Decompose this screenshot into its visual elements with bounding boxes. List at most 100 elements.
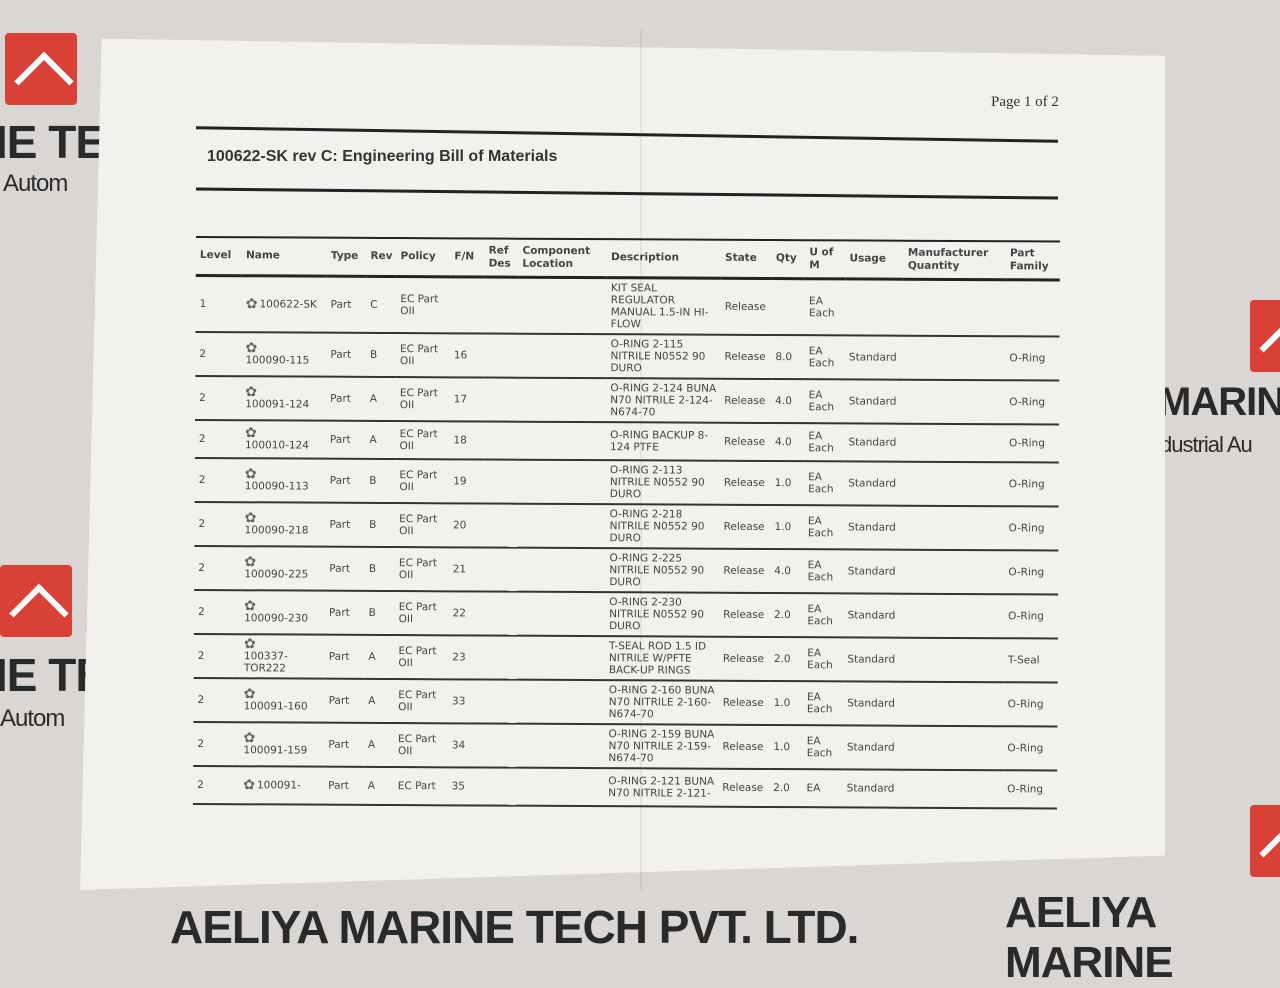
cell-policy: EC Part OII <box>395 502 450 547</box>
background-brand-text: AELIYA MARINE <box>1005 888 1174 987</box>
cell-rev: A <box>363 722 395 767</box>
cell-family: O-Ring <box>1003 681 1058 727</box>
background-partial-brand: MARINE <box>1158 380 1280 424</box>
cell-mfq <box>901 725 1004 770</box>
cell-rev: A <box>364 634 395 679</box>
brand-logo <box>1250 300 1280 372</box>
cell-loc <box>517 421 607 460</box>
cell-policy: EC Part OII <box>393 722 448 767</box>
cell-state: Release <box>719 548 771 593</box>
cell-level: 2 <box>194 545 241 590</box>
cell-type: Part <box>325 502 366 547</box>
cell-mfq <box>902 423 1006 462</box>
cell-qty: 4.0 <box>770 422 805 461</box>
column-header: Part Family <box>1005 241 1060 280</box>
cell-rev: B <box>365 458 396 503</box>
cell-state: Release <box>718 680 770 725</box>
cell-refdes <box>481 723 517 768</box>
table-row: 2 ✿100090-115 Part B EC Part OII 16 O-RING 2-1… <box>195 331 1060 381</box>
cell-state: Release <box>718 636 770 681</box>
cell-qty: 1.0 <box>770 460 805 505</box>
cell-rev: B <box>365 332 397 377</box>
cell-family: O-Ring <box>1005 335 1060 381</box>
cell-desc: O-RING 2-124 BUNA N70 NITRILE 2-124-N674… <box>606 377 721 423</box>
cell-qty: 2.0 <box>769 768 803 807</box>
cell-loc <box>517 333 607 378</box>
cell-uom: EA Each <box>803 504 845 549</box>
cell-refdes <box>484 276 519 334</box>
cell-state: Release <box>720 277 772 335</box>
cell-usage: Standard <box>843 548 903 594</box>
cell-desc: O-RING 2-159 BUNA N70 NITRILE 2-159-N674… <box>604 723 719 769</box>
cell-mfq <box>902 461 1005 506</box>
cell-type: Part <box>325 458 366 503</box>
cell-loc <box>517 377 607 422</box>
cell-name: ✿100010-124 <box>240 419 327 459</box>
background-partial-brand: Autom <box>0 705 65 732</box>
cell-policy: EC Part OII <box>395 376 450 421</box>
cell-qty: 1.0 <box>769 680 804 725</box>
cell-refdes <box>483 377 518 422</box>
cell-uom: EA Each <box>802 680 844 725</box>
cell-qty: 4.0 <box>771 378 805 423</box>
cell-qty: 8.0 <box>771 334 805 379</box>
cell-type: Part <box>324 766 364 805</box>
page-number: Page 1 of 2 <box>991 94 1059 110</box>
cell-desc: KIT SEAL REGULATOR MANUAL 1.5-IN HI-FLOW <box>606 277 721 335</box>
cell-loc <box>516 547 606 592</box>
cell-level: 2 <box>194 419 242 458</box>
cell-type: Part <box>326 376 366 421</box>
cell-level: 2 <box>193 721 240 766</box>
table-row: 1 ✿ 100622-SK Part C EC Part OII KIT SEAL REGU… <box>195 274 1060 337</box>
cell-name: ✿100091-124 <box>241 375 327 421</box>
background-partial-brand: IE TE <box>0 116 106 168</box>
cell-usage: Standard <box>844 460 903 506</box>
cell-fn: 23 <box>448 634 483 680</box>
cell-mfq <box>901 593 1005 638</box>
cell-fn: 34 <box>447 722 483 768</box>
cell-fn: 33 <box>447 678 483 724</box>
cell-loc <box>515 723 605 768</box>
cell-state: Release <box>719 592 771 637</box>
brand-logo <box>5 33 77 105</box>
table-row: 2 ✿100091-159 Part A EC Part OII 34 O-RING 2-1… <box>193 721 1058 771</box>
cell-mfq <box>901 637 1004 682</box>
cell-loc <box>516 591 606 636</box>
cell-fn: 17 <box>449 376 485 422</box>
document-title: 100622-SK rev C: Engineering Bill of Mat… <box>207 148 558 165</box>
cell-desc: O-RING BACKUP 8-124 PTFE <box>605 421 721 461</box>
column-header: Type <box>326 237 367 276</box>
cell-level: 2 <box>193 677 240 722</box>
cell-uom: EA Each <box>804 422 845 461</box>
cell-usage: Standard <box>844 422 904 462</box>
cell-refdes <box>483 459 518 504</box>
column-header: Usage <box>845 240 905 279</box>
cell-mfq <box>902 505 1005 550</box>
table-row: 2 ✿100337-TOR222 Part A EC Part OII 23 T-SEAL … <box>193 633 1058 683</box>
part-name: 100091-124 <box>245 397 310 411</box>
cell-loc <box>517 459 606 504</box>
cell-qty: 4.0 <box>770 548 804 593</box>
part-name: 100010-124 <box>244 438 309 452</box>
cell-usage: Standard <box>843 592 903 638</box>
cell-uom: EA Each <box>803 592 844 637</box>
cell-desc: O-RING 2-113 NITRILE N0552 90 DURO <box>605 459 720 505</box>
cell-uom: EA Each <box>804 378 845 423</box>
part-name: 100090-225 <box>244 567 309 581</box>
cell-desc: O-RING 2-115 NITRILE N0552 90 DURO <box>606 333 721 379</box>
cell-refdes <box>482 679 517 724</box>
cell-state: Release <box>719 422 772 461</box>
cell-usage: Standard <box>843 504 903 550</box>
column-header: Qty <box>771 240 806 279</box>
table-row: 2 ✿100010-124 Part A EC Part OII 18 O-RING BAC… <box>194 419 1060 463</box>
cell-name: ✿100337-TOR222 <box>239 633 325 679</box>
cell-usage: Standard <box>844 378 904 424</box>
cell-level: 2 <box>193 765 240 804</box>
cell-name: ✿100091-160 <box>239 677 325 723</box>
cell-policy: EC Part OII <box>396 276 451 333</box>
cell-usage: Standard <box>842 724 902 770</box>
cell-policy: EC Part OII <box>394 546 449 591</box>
cell-uom: EA <box>802 768 843 807</box>
cell-family: O-Ring <box>1004 505 1059 551</box>
column-header: Ref Des <box>484 238 519 277</box>
